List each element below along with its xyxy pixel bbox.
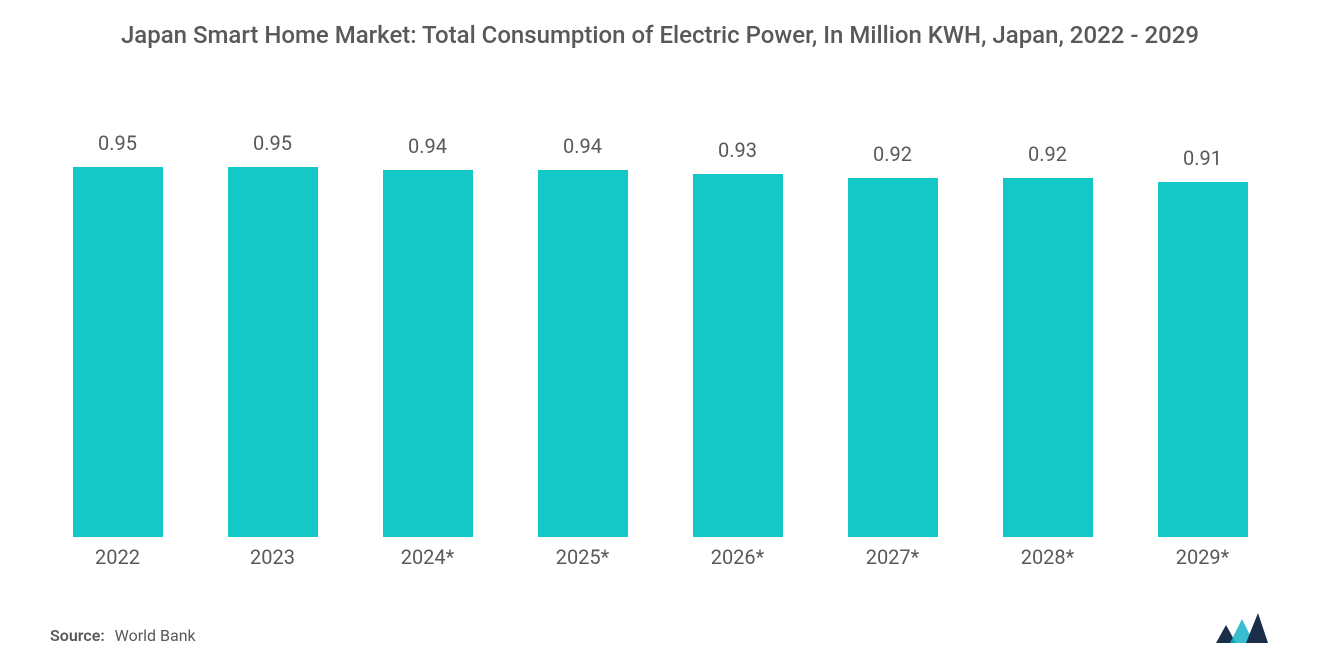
chart-footer: Source: World Bank	[40, 609, 1280, 645]
bar-value-label: 0.92	[1028, 142, 1067, 166]
chart-container: Japan Smart Home Market: Total Consumpti…	[0, 0, 1320, 665]
bar-value-label: 0.94	[563, 134, 602, 158]
x-label: 2029*	[1145, 545, 1260, 569]
chart-title: Japan Smart Home Market: Total Consumpti…	[121, 20, 1199, 51]
bar-group: 0.93	[680, 91, 795, 537]
bar-group: 0.94	[525, 91, 640, 537]
bar-group: 0.94	[370, 91, 485, 537]
bar	[383, 170, 473, 537]
bar-group: 0.95	[215, 91, 330, 537]
bar-value-label: 0.94	[408, 134, 447, 158]
bar	[228, 167, 318, 538]
x-label: 2027*	[835, 545, 950, 569]
bar-value-label: 0.95	[98, 131, 137, 155]
source-key: Source:	[50, 626, 105, 645]
source-attribution: Source: World Bank	[50, 626, 196, 645]
bar	[1003, 178, 1093, 537]
bar	[538, 170, 628, 537]
x-label: 2025*	[525, 545, 640, 569]
plot-area: 0.95 0.95 0.94 0.94 0.93 0.92 0.92 0.91	[40, 91, 1280, 537]
x-label: 2023	[215, 545, 330, 569]
x-label: 2022	[60, 545, 175, 569]
bar-value-label: 0.95	[253, 131, 292, 155]
bar-group: 0.92	[835, 91, 950, 537]
bar-value-label: 0.91	[1183, 146, 1222, 170]
brand-logo-icon	[1214, 609, 1270, 645]
bar-value-label: 0.93	[718, 138, 757, 162]
bar-group: 0.91	[1145, 91, 1260, 537]
x-label: 2026*	[680, 545, 795, 569]
bar	[73, 167, 163, 538]
bar-group: 0.95	[60, 91, 175, 537]
bar-group: 0.92	[990, 91, 1105, 537]
bar	[693, 174, 783, 537]
x-label: 2028*	[990, 545, 1105, 569]
x-axis-labels: 2022 2023 2024* 2025* 2026* 2027* 2028* …	[40, 545, 1280, 569]
bar	[848, 178, 938, 537]
bar-value-label: 0.92	[873, 142, 912, 166]
x-label: 2024*	[370, 545, 485, 569]
source-value: World Bank	[115, 626, 196, 645]
bar	[1158, 182, 1248, 537]
